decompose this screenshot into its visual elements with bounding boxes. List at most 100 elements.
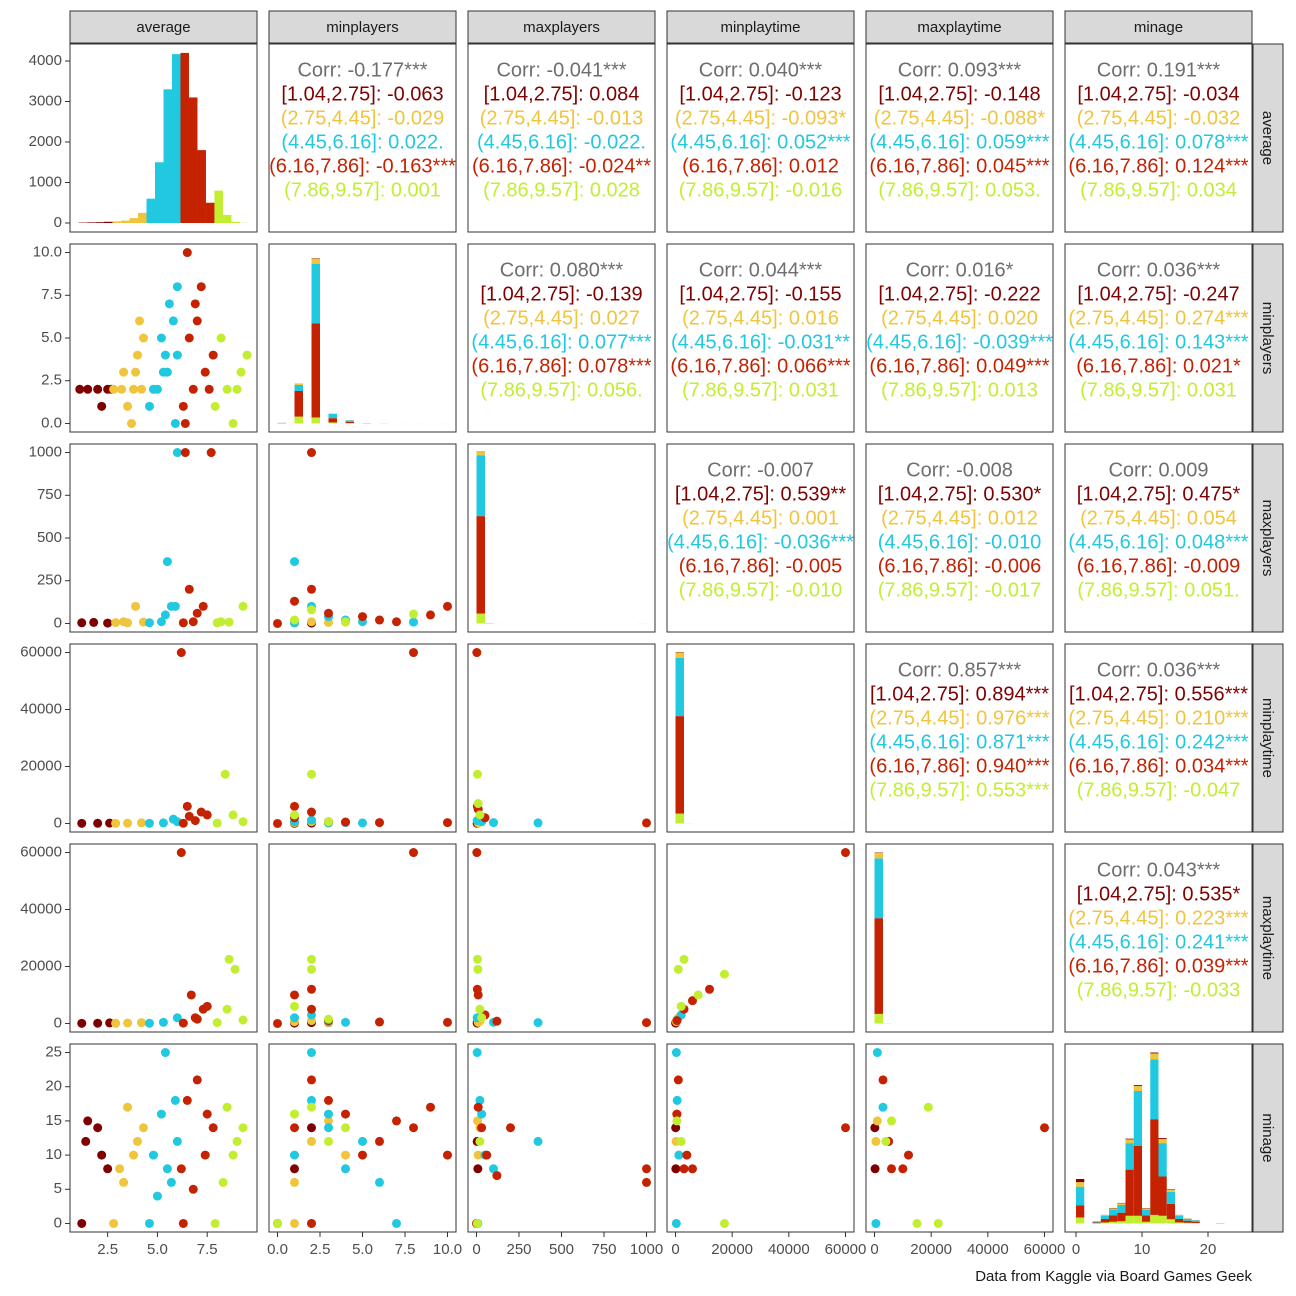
correlation-group: (6.16,7.86]: 0.039***: [1068, 955, 1248, 977]
correlation-group: (7.86,9.57]: -0.017: [878, 579, 1041, 601]
panel-border: [268, 643, 457, 833]
correlation-group: [1.04,2.75]: -0.148: [878, 83, 1040, 105]
scatter-point: [533, 818, 543, 828]
scatter-point: [170, 601, 180, 611]
scatter-point: [290, 596, 299, 606]
histogram-bar: [311, 263, 320, 324]
correlation-group: (4.45,6.16]: 0.241***: [1068, 931, 1248, 953]
panel-content: [675, 652, 846, 824]
scatter-point: [533, 1136, 543, 1146]
scatter-point: [273, 1018, 282, 1028]
scatter-point: [341, 1164, 350, 1174]
scatter-point: [307, 584, 316, 594]
scatter-point: [672, 1116, 682, 1126]
histogram-bar: [1076, 1205, 1085, 1218]
scatter-point: [898, 1164, 908, 1174]
row-strip: [1252, 443, 1284, 633]
scatter-point: [307, 617, 316, 627]
correlation-group: (4.45,6.16]: 0.052***: [670, 131, 850, 153]
scatter-point: [182, 1095, 192, 1105]
scatter-point: [409, 617, 418, 627]
scatter-point: [196, 807, 206, 817]
scatter-point: [160, 610, 170, 620]
scatter-point: [492, 1171, 502, 1181]
panel: [69, 843, 258, 1033]
scatter-point: [127, 418, 137, 428]
correlation-group: (4.45,6.16]: 0.078***: [1068, 131, 1248, 153]
y-tick-label: 20000: [20, 757, 62, 774]
scatter-point: [144, 1018, 154, 1028]
histogram-bar: [1076, 1182, 1085, 1187]
correlation-group: (2.75,4.45]: -0.029: [281, 107, 444, 129]
scatter-point: [176, 848, 186, 858]
scatter-point: [168, 316, 178, 326]
scatter-point: [473, 954, 483, 964]
y-tick-label: 2.5: [41, 372, 62, 389]
y-tick-label: 750: [37, 486, 62, 503]
histogram-bar: [345, 421, 354, 424]
scatter-point: [192, 316, 202, 326]
scatter-point: [472, 1048, 482, 1058]
y-tick-label: 1000: [29, 173, 62, 190]
scatter-point: [238, 1015, 248, 1025]
correlation-overall: Corr: 0.857***: [898, 659, 1022, 681]
correlation-group: (4.45,6.16]: 0.871***: [869, 731, 1049, 753]
histogram-bar: [1125, 1169, 1134, 1216]
histogram-bar: [1125, 1215, 1134, 1224]
row-strip-label: minplayers: [1259, 302, 1276, 375]
histogram-bar: [1150, 1119, 1159, 1215]
panel: [666, 643, 855, 833]
correlation-group: [1.04,2.75]: -0.034: [1077, 83, 1239, 105]
scatter-point: [341, 1017, 350, 1027]
scatter-point: [492, 1016, 502, 1026]
scatter-point: [933, 1218, 943, 1228]
scatter-point: [676, 1136, 686, 1146]
histogram-bar: [294, 383, 303, 385]
histogram-bar: [214, 190, 223, 224]
scatter-point: [307, 1095, 316, 1105]
correlation-group: (2.75,4.45]: -0.032: [1077, 107, 1240, 129]
y-tick-label: 10: [45, 1146, 62, 1163]
scatter-point: [162, 557, 172, 567]
panel: [467, 243, 656, 433]
scatter-point: [324, 608, 333, 618]
scatter-point: [878, 1075, 888, 1085]
scatter-point: [109, 384, 119, 394]
histogram-bar: [129, 218, 139, 224]
histogram-bar: [1117, 1221, 1126, 1224]
panel: [467, 1043, 656, 1233]
scatter-point: [75, 384, 85, 394]
histogram-bar: [1117, 1203, 1126, 1205]
scatter-point: [688, 996, 697, 1006]
y-tick-label: 5: [54, 1180, 62, 1197]
row-strip-label: minplaytime: [1259, 698, 1276, 778]
scatter-point: [172, 282, 182, 292]
scatter-point: [324, 1123, 333, 1133]
y-tick-label: 60000: [20, 844, 62, 861]
scatter-point: [178, 1018, 188, 1028]
scatter-point: [290, 990, 299, 1000]
scatter-point: [473, 799, 483, 809]
scatter-point: [208, 350, 218, 360]
panel: [467, 643, 656, 833]
histogram-bar: [1166, 1189, 1175, 1192]
x-tick-label: 0: [1072, 1241, 1080, 1258]
panel-content: Corr: -0.177***[1.04,2.75]: -0.063(2.75,…: [269, 59, 456, 201]
panel-content: [277, 258, 448, 424]
scatter-point: [672, 1016, 682, 1026]
x-tick-label: 40000: [768, 1241, 810, 1258]
correlation-group: (2.75,4.45]: 0.020: [881, 307, 1038, 329]
x-tick-label: 5.0: [352, 1241, 373, 1258]
scatter-point: [290, 1013, 299, 1023]
panel-content: [671, 848, 850, 1028]
y-tick-label: 1000: [29, 444, 62, 461]
scatter-point: [392, 617, 401, 627]
scatter-point: [198, 601, 208, 611]
scatter-point: [206, 448, 216, 458]
scatter-point: [375, 1136, 384, 1146]
scatter-point: [186, 990, 196, 1000]
correlation-overall: Corr: 0.191***: [1097, 59, 1221, 81]
scatter-point: [472, 648, 482, 658]
scatter-point: [912, 1218, 922, 1228]
